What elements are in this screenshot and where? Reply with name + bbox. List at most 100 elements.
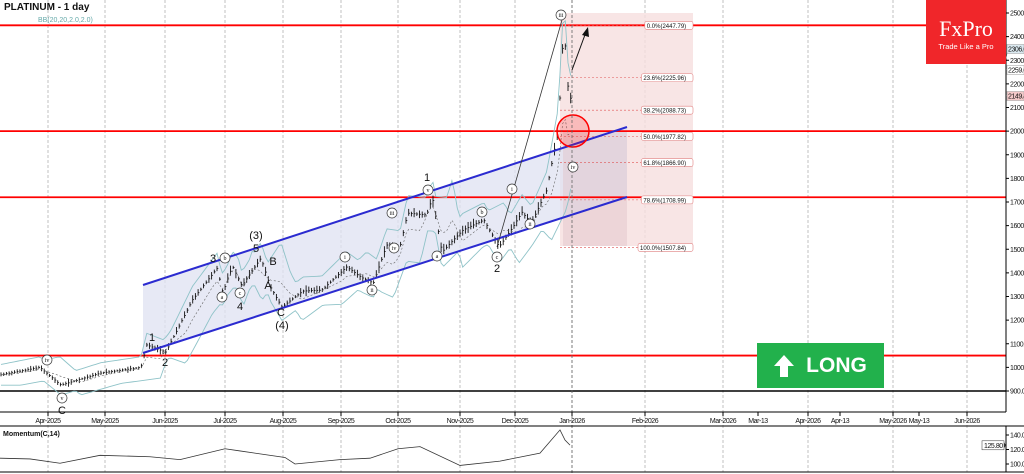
momentum-label: Momentum(C,14) (3, 431, 60, 438)
wave-label-circle (366, 284, 378, 296)
x-tick-label: Apr-2026 (795, 418, 821, 425)
fib-label-box (641, 132, 694, 141)
fib-label: 38.2%(2088.73) (643, 109, 686, 115)
momentum-tick-label: 100.00 (1010, 462, 1024, 469)
wave-label: 1 (424, 172, 430, 184)
wave-label: b (224, 256, 227, 262)
x-tick-label: Dec-2025 (502, 418, 529, 425)
wave-label: 1 (149, 332, 155, 344)
price-tag-label: 2306.65 (1008, 47, 1024, 54)
momentum-tag-pointer (1004, 442, 1006, 449)
wave-label: v (427, 188, 430, 194)
support-circle (556, 114, 590, 148)
wave-label-circle (476, 206, 488, 218)
time-axis: Apr-2025 May-2025 Jun-2025 Jul-2025 Aug-2025… (35, 412, 981, 425)
y-tick-label: 2500.00 (1010, 11, 1024, 18)
y-tick-label: 1500.00 (1010, 247, 1024, 254)
wave-label: c (239, 291, 242, 297)
chart-title: PLATINUM - 1 day (4, 2, 90, 13)
wave-label: A (264, 280, 272, 292)
wave-label: 5 (253, 243, 259, 255)
x-tick-label: Feb-2026 (632, 418, 659, 425)
wave-label: iii (558, 13, 563, 19)
y-tick-label: 2400.00 (1010, 34, 1024, 41)
channel-fill (143, 127, 627, 353)
bollinger-upper (0, 19, 572, 371)
x-tick-label: Jan-2026 (559, 418, 585, 425)
wave-label-circle (431, 250, 443, 262)
x-tick-label: Jun-2026 (954, 418, 980, 425)
long-badge: LONG (757, 343, 884, 388)
price-tag-label: 2259.67 (1008, 68, 1024, 75)
wave-label: c (496, 255, 499, 261)
momentum-tag-label: 125.80 (984, 443, 1003, 450)
x-tick-label: May-2026 (879, 418, 907, 425)
x-tick-label: Jul-2025 (213, 418, 237, 425)
y-tick-label: 2200.00 (1010, 81, 1024, 88)
long-label: LONG (806, 353, 867, 377)
x-tick-label: Apr-2025 (35, 418, 61, 425)
momentum-tick-label: 140.00 (1010, 433, 1024, 440)
fib-label-box (641, 158, 694, 167)
projection-zone (563, 131, 627, 246)
wave-label: 2 (494, 263, 500, 275)
wave-label: iv (392, 246, 397, 252)
fib-label-box (637, 243, 694, 252)
wave-label: (3) (249, 230, 262, 242)
wave-label: 3 (210, 253, 216, 265)
wave-label: 4 (237, 301, 243, 313)
price-tag-label: 2149.48 (1008, 94, 1024, 101)
wave-label: B (269, 256, 276, 268)
arrow-head-icon (582, 27, 589, 37)
wave-label: a (221, 295, 224, 301)
wave-label: (4) (275, 320, 288, 332)
y-tick-label: 900.00 (1010, 389, 1024, 396)
fib-label-box (644, 21, 694, 30)
logo-brand: FxPro (939, 16, 993, 41)
price-tag (1006, 91, 1024, 101)
x-tick-label: Apr-13 (831, 418, 850, 425)
wave-label-circle (234, 287, 246, 299)
bollinger-lower (1, 188, 572, 396)
bollinger-middle (0, 118, 571, 383)
wave-label: C (58, 405, 66, 417)
fib-label: 61.8%(1866.90) (643, 161, 686, 167)
y-tick-label: 1100.00 (1010, 341, 1024, 348)
wave-label-circle (386, 207, 398, 219)
wave-label-circle (422, 184, 434, 196)
fib-label: 100.0%(1507.84) (640, 246, 686, 252)
wave-label-circle (216, 291, 228, 303)
wave-label: 2 (162, 357, 168, 369)
x-tick-label: May-2025 (91, 418, 119, 425)
wave-label-circle (56, 392, 68, 404)
momentum-axis: 140.00 120.00 100.00 125.80 (981, 433, 1024, 469)
x-tick-label: Mar-2026 (710, 418, 737, 425)
wave-label-circle (524, 218, 536, 230)
wave-label-circle (339, 251, 351, 263)
fib-label: 0.0%(2447.79) (647, 24, 686, 30)
wave-label: b (481, 210, 484, 216)
wave-label-circle (388, 242, 400, 254)
x-tick-label: Jun-2025 (152, 418, 178, 425)
x-tick-label: Sep-2025 (328, 418, 355, 425)
y-tick-label: 1900.00 (1010, 152, 1024, 159)
y-tick-label: 1600.00 (1010, 223, 1024, 230)
price-bars (0, 19, 572, 396)
y-tick-label: 1400.00 (1010, 270, 1024, 277)
trend-line (496, 19, 563, 248)
fib-label-box (641, 73, 694, 83)
wave-label: i (511, 187, 513, 193)
wave-label-circle (555, 9, 567, 21)
price-tag (1006, 65, 1024, 75)
y-tick-label: 1700.00 (1010, 200, 1024, 207)
wave-label: C (277, 307, 285, 319)
y-tick-label: 2300.00 (1010, 58, 1024, 65)
indicator-label: BB(20,20,2.0,2.0) (38, 17, 93, 24)
wave-label-circle (506, 183, 518, 195)
channel-lower (142, 196, 628, 354)
wave-label: i (344, 255, 346, 261)
logo-tagline: Trade Like a Pro (938, 42, 994, 51)
wave-label: ii (528, 222, 532, 228)
wave-label: iii (389, 211, 394, 217)
